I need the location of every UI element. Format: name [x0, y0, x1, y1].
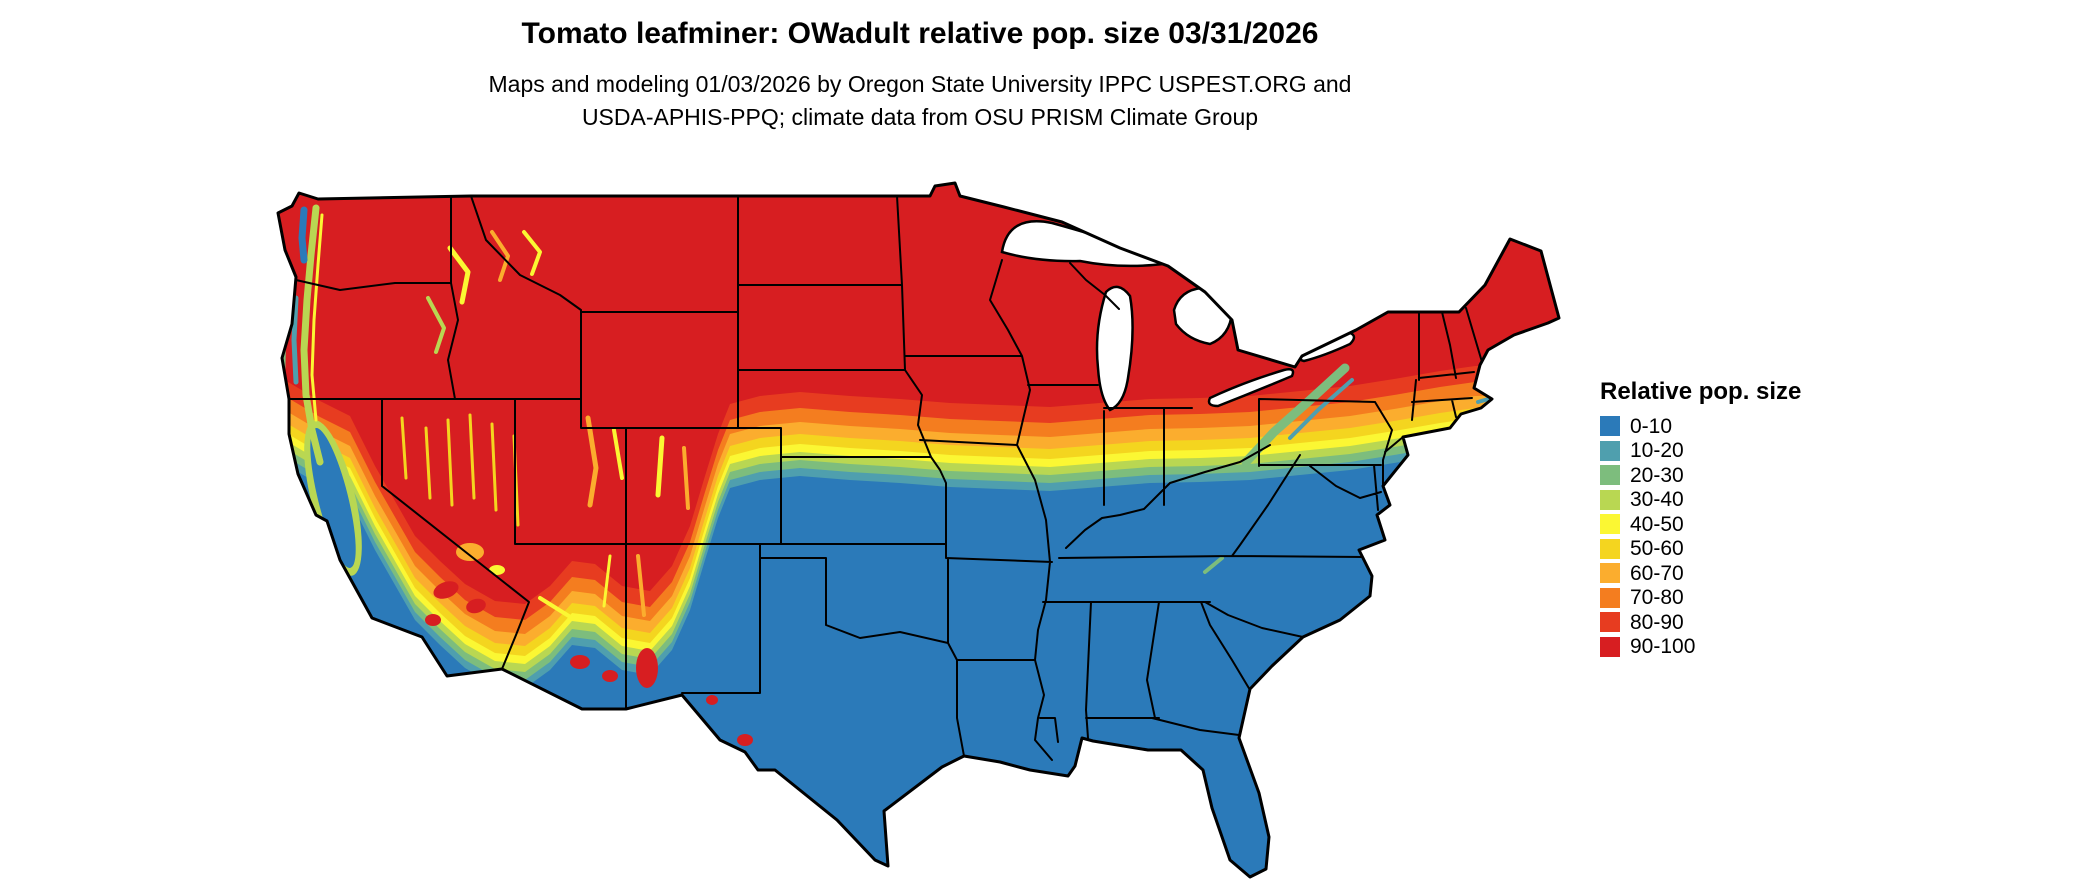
- subtitle-line-1: Maps and modeling 01/03/2026 by Oregon S…: [488, 71, 1352, 97]
- terrain-ridge-60-70: [490, 230, 510, 282]
- map-title: Tomato leafminer: OWadult relative pop. …: [521, 17, 1319, 50]
- terrain-ridge-50-60: [446, 418, 454, 507]
- lake-erie: [1207, 368, 1295, 408]
- terrain-patch-90-100: [433, 581, 459, 599]
- terrain-ridge-10-20: [1288, 378, 1354, 440]
- terrain-patch-90-100: [602, 670, 618, 682]
- legend-row: 60-70: [1600, 563, 1801, 584]
- legend-rows: 0-10 10-20 20-30 30-40 40-50 50-60: [1600, 416, 1801, 657]
- subtitle-line-2: USDA-APHIS-PPQ; climate data from OSU PR…: [581, 104, 1259, 130]
- legend-row: 70-80: [1600, 586, 1801, 610]
- legend-label: 0-10: [1630, 414, 1673, 438]
- legend-swatch-90-100: [1600, 636, 1620, 657]
- us-outline: [276, 181, 1561, 879]
- terrain-ridge-30-40: [300, 204, 324, 466]
- state-borders: [288, 195, 1483, 761]
- legend-swatch-40-50: [1600, 514, 1620, 535]
- terrain-ridge-40-50: [447, 245, 471, 305]
- legend-title: Relative pop. size: [1600, 378, 1802, 405]
- legend-label: 30-40: [1630, 488, 1684, 512]
- legend-swatch-50-60: [1600, 538, 1620, 559]
- terrain-ridge-50-60: [490, 422, 498, 512]
- terrain-ridge-30-40: [426, 296, 446, 354]
- legend-swatch-70-80: [1600, 587, 1620, 608]
- terrain-ridge-60-70: [585, 415, 599, 508]
- terrain-patch-90-100: [466, 598, 486, 614]
- terrain-ridge-40-50: [655, 435, 665, 498]
- legend-row: 10-20: [1600, 439, 1801, 463]
- terrain-ridge-40-50: [522, 230, 542, 276]
- lake-michigan: [1095, 285, 1134, 412]
- legend-swatch-10-20: [1600, 440, 1620, 461]
- map-subtitle: Maps and modeling 01/03/2026 by Oregon S…: [320, 68, 1520, 134]
- terrain-patch-90-100: [636, 648, 658, 688]
- legend-row: 0-10: [1600, 416, 1801, 437]
- legend-label: 20-30: [1630, 463, 1684, 487]
- legend-row: 40-50: [1600, 514, 1801, 535]
- terrain-ridge-50-60: [424, 426, 432, 500]
- terrain-ridge-0-10: [298, 206, 308, 264]
- legend-swatch-30-40: [1600, 489, 1620, 510]
- terrain-ridge-40-50: [602, 554, 612, 608]
- legend: Relative pop. size 0-10 10-20 20-30 30-4…: [1600, 378, 1801, 657]
- terrain-ridge-40-50: [310, 213, 324, 422]
- terrain-ridge-10-20: [291, 295, 299, 385]
- legend-label: 60-70: [1630, 561, 1684, 585]
- terrain-patch-60-70: [456, 543, 484, 561]
- legend-label: 70-80: [1630, 586, 1684, 610]
- header: Tomato leafminer: OWadult relative pop. …: [320, 16, 1520, 134]
- terrain-ridge-40-50: [538, 596, 574, 620]
- legend-row: 30-40: [1600, 488, 1801, 512]
- terrain-patch-90-100: [425, 614, 441, 626]
- legend-row: 50-60: [1600, 537, 1801, 561]
- legend-row: 90-100: [1600, 635, 1801, 659]
- terrain-patch-90-100: [737, 734, 753, 746]
- legend-swatch-60-70: [1600, 563, 1620, 584]
- legend-row: 80-90: [1600, 612, 1801, 633]
- legend-label: 40-50: [1630, 512, 1684, 536]
- terrain-ridge-40-50: [612, 428, 624, 480]
- terrain-ridge-60-70: [682, 446, 690, 510]
- terrain-ridge-50-60: [400, 416, 408, 480]
- legend-label: 90-100: [1630, 635, 1696, 659]
- legend-swatch-0-10: [1600, 416, 1620, 437]
- terrain-ridge-50-60: [468, 413, 476, 500]
- terrain-ridge-20-30: [1203, 556, 1224, 574]
- legend-label: 10-20: [1630, 439, 1684, 463]
- legend-swatch-20-30: [1600, 465, 1620, 486]
- legend-label: 80-90: [1630, 610, 1684, 634]
- terrain-patch-90-100: [570, 655, 590, 669]
- terrain-patch-90-100: [706, 695, 718, 705]
- legend-label: 50-60: [1630, 537, 1684, 561]
- terrain-ridge-60-70: [636, 554, 646, 617]
- legend-row: 20-30: [1600, 465, 1801, 486]
- legend-swatch-80-90: [1600, 612, 1620, 633]
